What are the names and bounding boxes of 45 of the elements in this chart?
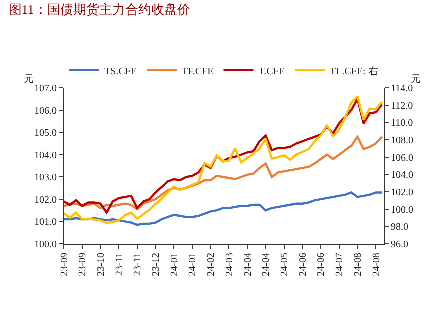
legend-label: TF.CFE <box>182 66 214 78</box>
x-tick-label: 23-09 <box>59 253 70 276</box>
x-tick-label: 24-01 <box>169 253 180 276</box>
x-tick-label: 24-08 <box>371 253 382 276</box>
x-tick-label: 24-07 <box>334 253 346 276</box>
y2-tick-label: 106.0 <box>391 152 414 164</box>
y2-tick-label: 114.0 <box>391 84 414 94</box>
y-tick-label: 101.0 <box>34 217 57 228</box>
y2-tick-label: 100.0 <box>391 204 414 216</box>
y2-tick-label: 112.0 <box>391 100 414 112</box>
x-tick-label: 24-01 <box>188 253 199 276</box>
y2-tick-label: 102.0 <box>391 188 414 198</box>
line-series <box>64 192 384 226</box>
y-tick-label: 100.0 <box>34 240 57 250</box>
y-tick-label: 107.0 <box>34 84 57 94</box>
y-tick-label: 102.0 <box>34 194 57 206</box>
y2-tick-label: 110.0 <box>391 118 414 130</box>
x-tick-label: 24-03 <box>224 253 236 276</box>
x-tick-label: 24-06 <box>298 253 309 276</box>
y-tick-label: 105.0 <box>34 128 57 140</box>
legend-label: TS.CFE <box>104 66 138 78</box>
x-tick-label: 23-10 <box>96 253 107 276</box>
x-tick-label: 24-06 <box>316 253 328 276</box>
y-tick-label: 103.0 <box>34 172 57 184</box>
y2-tick-label: 96.0 <box>391 240 408 250</box>
legend-label: TL.CFE: 右 <box>330 66 378 78</box>
line-series <box>64 136 384 211</box>
y2-tick-label: 98.0 <box>391 222 408 234</box>
legend-label: T.CFE <box>258 66 285 78</box>
x-tick-label: 24-04 <box>242 253 254 276</box>
x-tick-label: 24-08 <box>352 253 364 276</box>
y-tick-label: 106.0 <box>34 106 57 117</box>
x-tick-label: 23-09 <box>78 253 89 276</box>
y2-tick-label: 104.0 <box>391 170 414 182</box>
chart-title: 图11：国债期货主力合约收盘价 <box>8 2 190 17</box>
y2-tick-label: 108.0 <box>391 136 414 146</box>
x-tick-label: 24-02 <box>206 253 218 276</box>
x-tick-label: 24-05 <box>280 253 291 276</box>
x-tick-label: 23-11 <box>132 253 144 276</box>
y-axis-title: 元 <box>24 74 34 85</box>
y-tick-label: 104.0 <box>34 150 57 162</box>
x-tick-label: 23-12 <box>151 253 162 276</box>
x-tick-label: 24-04 <box>261 253 272 276</box>
x-tick-label: 23-11 <box>114 253 126 276</box>
y2-axis-title: 元 <box>411 74 421 85</box>
